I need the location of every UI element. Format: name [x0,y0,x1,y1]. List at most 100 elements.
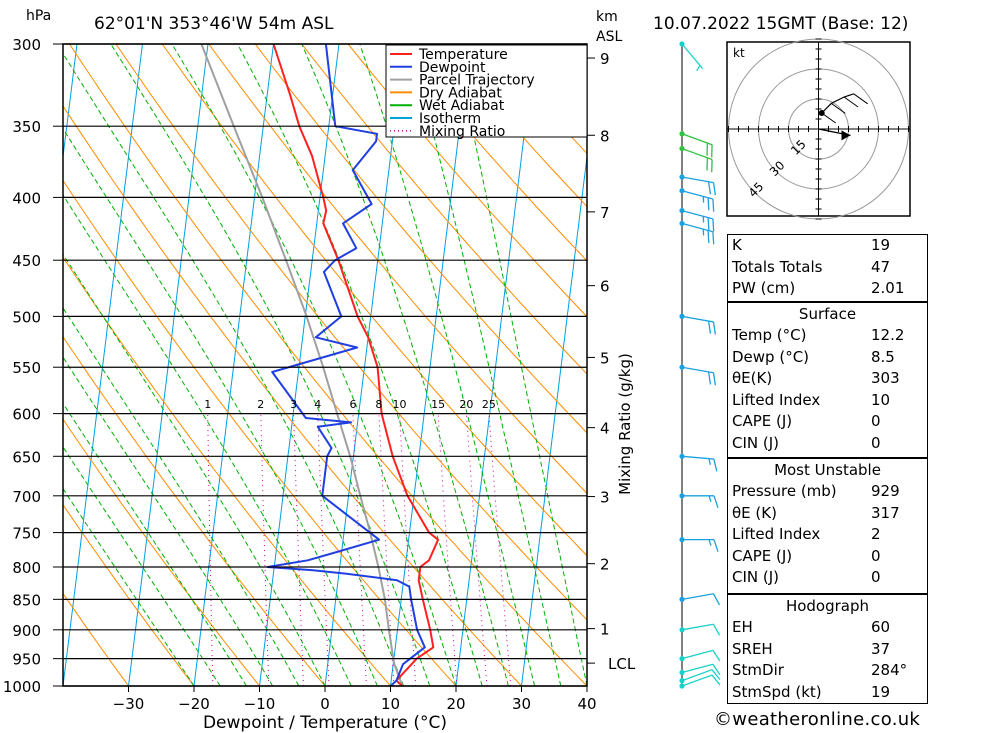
surface-title: Surface [798,305,857,323]
mixing-ratio-label: 10 [392,398,406,411]
wind-barb-flag [707,230,710,244]
isotherm-line [390,44,471,686]
wind-barb-staff [681,147,713,161]
wind-barb-flag [713,458,718,472]
surface-label: θE(K) [732,369,773,387]
mixing-ratio-label: 15 [431,398,445,411]
table-row: CAPE (J) 0 [728,411,927,433]
isotherm-line [0,44,12,686]
pressure-tick-label: 700 [12,488,41,506]
mixing-ratio-line [207,413,214,686]
mu-value: 2 [871,525,881,543]
isotherm-line [128,44,209,686]
indices-table: K 19 Totals Totals 47 PW (cm) 2.01 [727,234,928,302]
legend-label: Dewpoint [419,60,486,76]
station-location: 62°01'N 353°46'W 54m ASL [94,14,334,34]
km-tick-label: 5 [600,349,610,367]
wind-barb [679,663,721,676]
km-tick-label: 8 [600,127,610,145]
temperature-tick-label: 20 [446,695,465,713]
legend-label: Temperature [418,47,508,63]
hodo-label: EH [732,618,753,636]
km-tick-label: 6 [600,278,610,296]
copyright-footer[interactable]: ©weatheronline.co.uk [714,709,921,730]
index-value: 19 [871,236,891,254]
wind-barb-flag [712,623,721,636]
table-row: CIN (J) 0 [728,567,927,589]
hodograph-barb [843,96,859,108]
surface-value: 8.5 [871,347,895,366]
wind-barb-staff [681,674,713,687]
wind-barb [679,220,715,245]
wind-barb-dot [679,188,685,194]
surface-table: Surface Temp (°C) 12.2 Dewp (°C) 8.5 θE(K)… [727,302,928,458]
pressure-tick-label: 400 [12,189,41,207]
pressure-tick-label: 900 [12,622,41,640]
wind-barb [679,131,713,158]
wet-adiabat-line [409,44,562,686]
wet-adiabat-line [63,253,326,686]
wind-barb-dot [679,131,685,137]
pressure-tick-label: 350 [12,118,41,136]
table-row: θE (K) 317 [728,503,927,525]
pressure-tick-label: 650 [12,448,41,466]
wind-barb [679,453,718,472]
legend-label: Dry Adiabat [419,85,502,101]
mixing-ratio-label: 4 [314,398,321,411]
temperature-tick-label: 40 [577,695,596,713]
dry-adiabat-line [63,503,195,686]
dry-adiabat-line [394,44,587,262]
wind-barb-staff [681,315,714,323]
surface-label: Lifted Index [732,390,821,409]
mixing-ratio-label: 3 [290,398,297,411]
wind-barb [679,188,715,212]
index-label: Totals Totals [732,257,823,276]
km-tick-label: 2 [600,556,610,574]
wind-barb [679,593,721,606]
hodograph-trace [821,93,854,114]
table-row: PW (cm) 2.01 [728,278,927,300]
pressure-tick-label: 600 [12,406,41,424]
isotherm-line [324,44,405,686]
mixing-ratio-label: 20 [459,398,473,411]
wind-barb-flag [712,218,715,232]
wind-barb-half [708,539,712,546]
hodograph-barb [831,102,846,114]
mu-value: 929 [871,482,900,500]
wind-barb-dot [679,313,685,319]
wind-barb [679,623,721,636]
dry-adiabat-line [161,44,587,557]
dry-adiabat-line [301,44,587,375]
wind-barb-flag [707,371,712,385]
surface-label: CAPE (J) [732,412,793,430]
hodo-label: StmSpd (kt) [732,682,822,701]
wind-barb [679,174,717,196]
wind-barb-flag [711,669,721,681]
wind-barb-dot [679,207,685,214]
mixing-ratio-line [437,413,458,686]
dry-adiabat-line [63,335,326,686]
pressure-tick-label: 800 [12,559,41,577]
most-unstable-title: Most Unstable [774,461,881,479]
temperature-tick-label: 10 [381,695,400,713]
hodo-label: SREH [732,639,773,658]
wind-barb-flag [707,181,712,195]
wind-barb-flag [707,320,712,334]
dry-adiabat-line [63,256,391,686]
wind-barb [679,537,719,552]
km-tick-label: 3 [600,489,610,507]
table-row: StmDir 284° [728,660,927,682]
wind-barb-dot [679,41,685,47]
wind-barb-staff [681,663,714,674]
mu-value: 317 [871,503,900,522]
wind-barb-staff [681,593,714,600]
lcl-label: LCL [608,655,636,673]
wind-barb-flag [712,231,715,245]
mu-label: Pressure (mb) [732,482,837,500]
wind-barb [679,364,717,386]
table-row: EH 60 [728,617,927,639]
surface-value: 12.2 [871,326,905,344]
index-value: 47 [871,257,891,276]
